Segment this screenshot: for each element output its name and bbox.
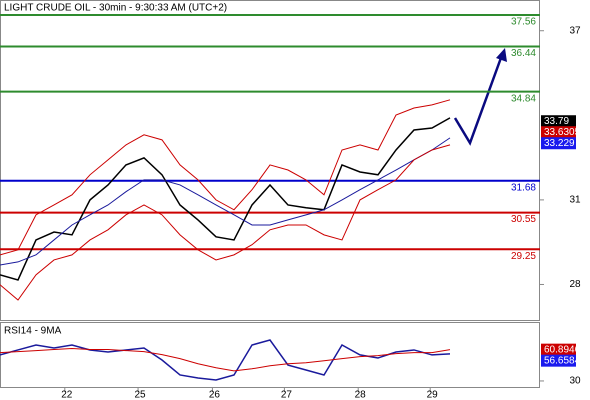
- forecast-arrow: [453, 54, 504, 146]
- x-tick-label: 28: [355, 390, 367, 400]
- y-tick-label: 37: [569, 25, 581, 36]
- x-tick-label: 22: [61, 390, 73, 400]
- level-label: 30.55: [511, 214, 536, 225]
- price-label: 60.8946: [544, 344, 581, 355]
- level-label: 36.44: [511, 48, 536, 59]
- x-tick-label: 25: [134, 390, 146, 400]
- price-label: 33.6305: [544, 127, 581, 138]
- level-label: 31.68: [511, 182, 536, 193]
- series-line: [0, 117, 451, 281]
- price-box: [541, 137, 576, 150]
- y-tick-label: 28: [569, 279, 581, 290]
- x-tick-label: 27: [281, 390, 293, 400]
- x-tick-label: 29: [427, 390, 439, 400]
- price-label: 33.79: [544, 116, 569, 127]
- rsi-title: RSI14 - 9MA: [4, 326, 62, 337]
- x-tick-label: 26: [209, 390, 221, 400]
- rsi-frame: [0, 322, 540, 388]
- price-box: [541, 343, 576, 356]
- series-line: [0, 348, 451, 372]
- series-line: [0, 137, 451, 266]
- price-box: [541, 126, 576, 139]
- price-label: 56.6584: [544, 355, 581, 366]
- series-line: [0, 339, 451, 381]
- arrow-head: [496, 48, 507, 62]
- price-label: 33.229: [544, 138, 575, 149]
- main-frame: [0, 0, 540, 321]
- level-label: 34.84: [511, 93, 536, 104]
- series-line: [0, 99, 451, 256]
- level-label: 29.25: [511, 251, 536, 262]
- y-tick-label: 31: [569, 195, 581, 206]
- price-box: [541, 354, 576, 367]
- price-box: [541, 115, 576, 128]
- chart-title: LIGHT CRUDE OIL - 30min - 9:30:33 AM (UT…: [4, 3, 227, 14]
- y-tick-label: 30: [569, 376, 581, 387]
- level-label: 37.56: [511, 17, 536, 28]
- series-line: [0, 144, 451, 301]
